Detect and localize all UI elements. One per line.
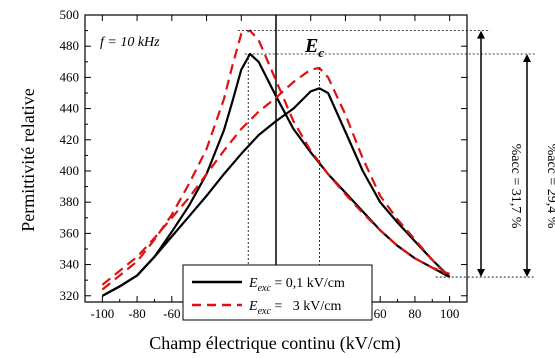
legend-box [182,264,373,321]
legend-dashed-prefix: E [248,299,258,314]
bracket-arrow-1-head-bottom [477,269,485,278]
y-tick-label: 380 [60,194,80,209]
x-axis-title: Champ électrique continu (kV/cm) [149,333,400,354]
legend-solid-value: = 0,1 kV/cm [271,276,345,291]
y-tick-label: 320 [60,288,80,303]
y-tick-label: 360 [60,225,80,240]
x-tick-label: 100 [440,306,460,321]
series-2-branch-2 [101,66,451,286]
frequency-label: f = 10 kHz [100,35,160,50]
legend: Eexc = 0,1 kV/cm Eexc = 3 kV/cm [182,264,373,321]
bracket-arrow-2-head-bottom [523,269,531,278]
legend-dashed-value: = 3 kV/cm [271,299,342,314]
peak-label-sub: c [318,45,324,60]
plot-layer: -100-80-60-40-20020406080100320340360380… [60,7,535,321]
legend-entry-dashed: Eexc = 3 kV/cm [248,299,342,317]
series-1-branch-2 [101,87,451,297]
x-tick-label: -80 [128,306,145,321]
bracket-arrow-1-head-top [477,30,485,39]
bracket-arrow-2-head-top [523,53,531,62]
y-tick-label: 480 [60,38,80,53]
y-tick-label: 460 [60,69,80,84]
peak-label-main: E [304,35,318,57]
x-tick-label: 60 [374,306,387,321]
x-tick-label: -60 [163,306,180,321]
legend-dashed-sub: exc [258,306,272,317]
legend-solid-sub: exc [258,283,272,294]
series-1-branch-1 [101,52,451,297]
legend-solid-prefix: E [248,276,258,291]
bracket-label-1: %acc = 31,7 % [508,144,523,229]
peak-label: Ec [304,35,324,60]
bracket-label-2: %acc = 29,4 % [544,144,555,229]
y-axis-title: Permittivité relative [18,88,38,231]
y-tick-label: 500 [60,7,80,22]
y-tick-label: 340 [60,257,80,272]
x-tick-label: 80 [408,306,421,321]
y-tick-label: 440 [60,101,80,116]
x-tick-label: -100 [90,306,114,321]
legend-entry-solid: Eexc = 0,1 kV/cm [248,276,345,294]
y-tick-label: 420 [60,132,80,147]
y-tick-label: 400 [60,163,80,178]
